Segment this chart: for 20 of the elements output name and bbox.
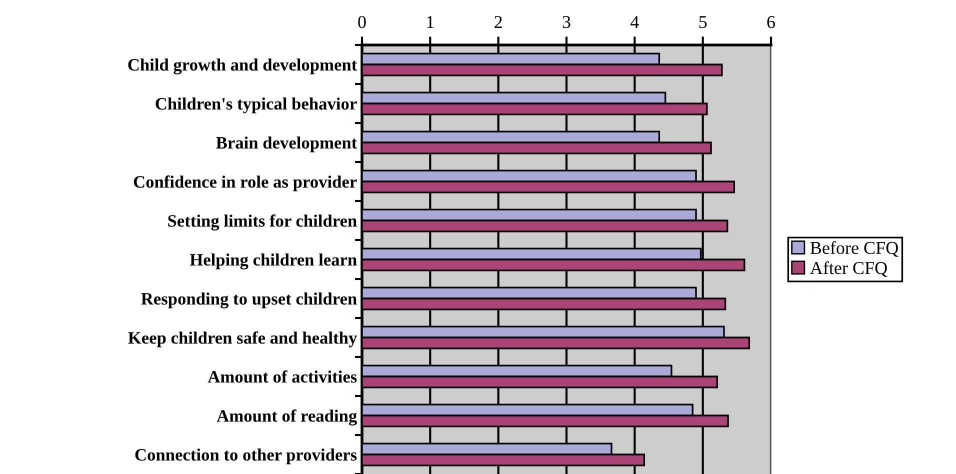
- legend-label: After CFQ: [810, 261, 888, 277]
- y-tick-label: Helping children learn: [190, 253, 357, 270]
- y-tick-label: Connection to other providers: [135, 448, 357, 464]
- y-tick-label: Amount of activities: [208, 370, 357, 383]
- y-tick-label: Children's typical behavior: [156, 97, 357, 114]
- x-tick-label: 1: [427, 16, 434, 28]
- x-tick-label: 4: [630, 16, 639, 28]
- x-tick-label: 3: [562, 16, 570, 28]
- x-tick-label: 2: [494, 16, 502, 28]
- x-tick-label: 0: [358, 16, 366, 28]
- y-tick-label: Amount of reading: [216, 409, 357, 426]
- y-tick-label: Brain development: [216, 136, 358, 152]
- y-tick-label: Child growth and development: [128, 58, 358, 74]
- y-tick-label: Setting limits for children: [168, 214, 357, 230]
- y-tick-label: Confidence in role as provider: [134, 175, 357, 192]
- legend-label: Before CFQ: [810, 241, 898, 257]
- y-tick-label: Responding to upset children: [141, 292, 357, 308]
- x-tick-label: 6: [767, 16, 775, 28]
- y-tick-label: Keep children safe and healthy: [128, 331, 357, 348]
- x-tick-label: 5: [699, 16, 707, 28]
